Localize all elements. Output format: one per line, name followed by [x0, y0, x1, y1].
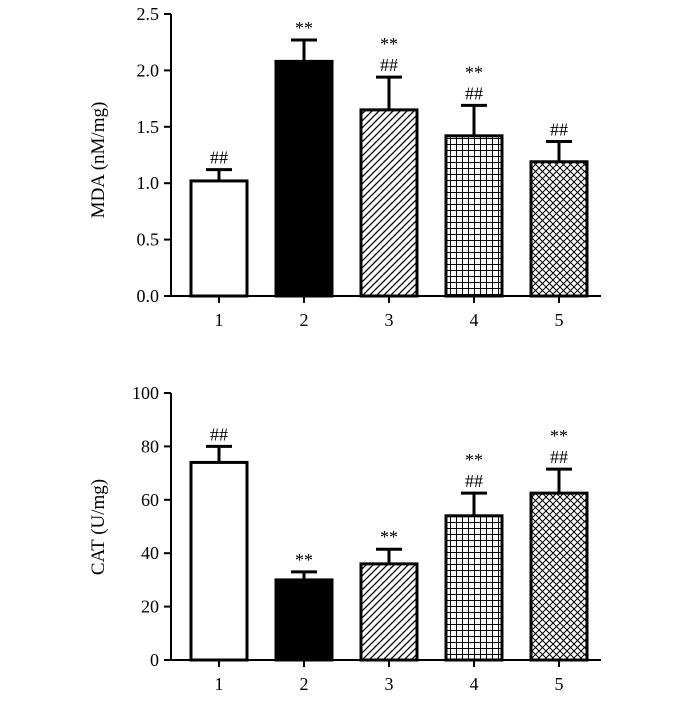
- cat-annotations: ##******##**##: [210, 424, 568, 569]
- mda-x-tick-label: 1: [215, 310, 224, 330]
- cat-annotation-2: **: [295, 550, 313, 570]
- mda-y-tick-label: 2.0: [137, 60, 160, 80]
- cat-x-ticks: 1 2 3 4 5: [215, 660, 564, 694]
- mda-x-ticks: 1 2 3 4 5: [215, 296, 564, 330]
- cat-x-tick-label: 4: [470, 674, 479, 694]
- cat-bar-3: [359, 562, 419, 662]
- cat-y-tick-label: 20: [141, 597, 159, 617]
- cat-y-tick-label: 60: [141, 490, 159, 510]
- cat-error-bars: [206, 444, 572, 580]
- cat-y-ticks: 0 20 40 60 80 100: [132, 383, 171, 670]
- mda-bar-2: [274, 59, 334, 298]
- cat-annotation-5: ##: [550, 447, 568, 467]
- cat-bar-5: [529, 491, 589, 662]
- mda-bar-1: [189, 179, 249, 298]
- cat-bar-4: [444, 514, 504, 662]
- mda-annotation-3: ##: [380, 55, 398, 75]
- mda-x-tick-label: 3: [385, 310, 394, 330]
- cat-y-axis-label: CAT (U/mg): [88, 479, 109, 575]
- mda-x-tick-label: 5: [555, 310, 564, 330]
- mda-x-tick-label: 4: [470, 310, 479, 330]
- cat-x-tick-label: 5: [555, 674, 564, 694]
- mda-bar-4: [444, 134, 504, 298]
- mda-y-tick-label: 1.5: [137, 117, 160, 137]
- mda-annotations: ##****## **####: [210, 18, 568, 168]
- mda-x-tick-label: 2: [300, 310, 309, 330]
- cat-y-tick-label: 80: [141, 436, 159, 456]
- cat-bar-1: [189, 460, 249, 662]
- mda-y-tick-label: 0.5: [137, 230, 160, 250]
- cat-annotation-4: ##: [465, 471, 483, 491]
- cat-x-tick-label: 3: [385, 674, 394, 694]
- mda-y-tick-label: 1.0: [137, 173, 160, 193]
- mda-annotation-2: **: [295, 18, 313, 38]
- mda-annotation-1: ##: [210, 148, 228, 168]
- mda-error-bars: [206, 38, 572, 181]
- mda-bars: [189, 59, 589, 298]
- mda-bar-3: [359, 108, 419, 298]
- cat-y-tick-label: 100: [132, 383, 159, 403]
- cat-annotation-3: **: [380, 527, 398, 547]
- cat-y-tick-label: 0: [150, 650, 159, 670]
- mda-y-axis-label: MDA (nM/mg): [88, 102, 109, 219]
- mda-y-tick-label: 2.5: [137, 4, 160, 24]
- mda-annotation-3: **: [380, 34, 398, 54]
- cat-annotation-1: ##: [210, 424, 228, 444]
- mda-y-tick-label: 0.0: [137, 286, 160, 306]
- cat-y-tick-label: 40: [141, 543, 159, 563]
- mda-annotation-4: **: [465, 62, 483, 82]
- mda-annotation-5: ##: [550, 119, 568, 139]
- cat-annotation-4: **: [465, 450, 483, 470]
- cat-x-tick-label: 1: [215, 674, 224, 694]
- cat-x-tick-label: 2: [300, 674, 309, 694]
- cat-bars: [189, 460, 589, 662]
- mda-bar-5: [529, 160, 589, 298]
- cat-annotation-5: **: [550, 426, 568, 446]
- cat-bar-2: [274, 578, 334, 662]
- mda-y-ticks: 0.0 0.5 1.0 1.5 2.0 2.5: [137, 4, 171, 306]
- mda-annotation-4: ##: [465, 83, 483, 103]
